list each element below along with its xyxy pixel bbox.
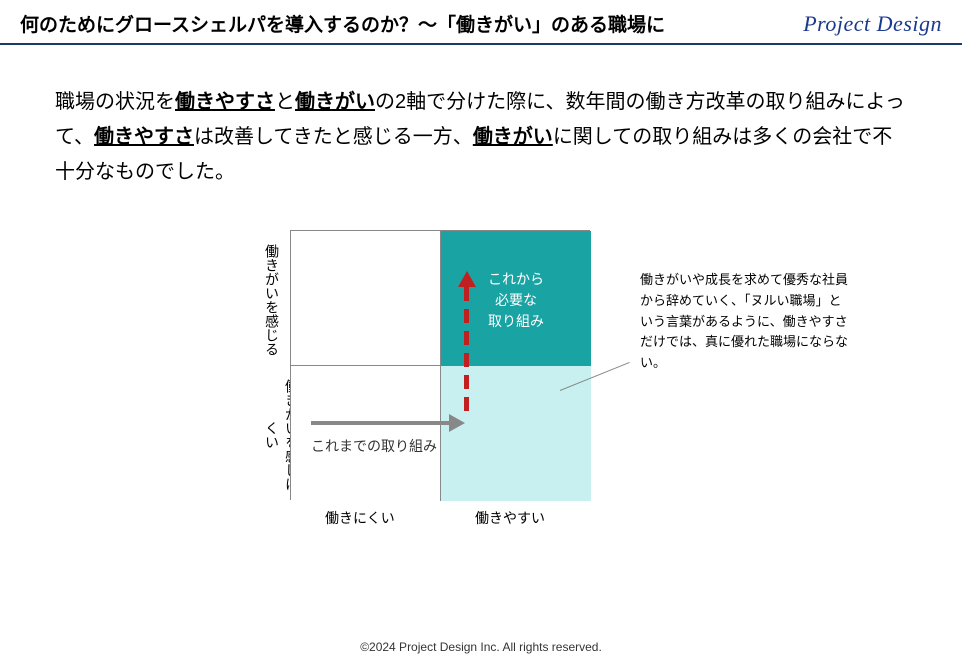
intro-underline: 働きやすさ	[175, 91, 275, 113]
vertical-arrow-seg	[464, 353, 469, 367]
intro-paragraph: 職場の状況を働きやすさと働きがいの2軸で分けた際に、数年間の働き方改革の取り組み…	[0, 45, 962, 210]
previous-effort-label: これまでの取り組み	[311, 436, 437, 456]
matrix-diagram: 働きがいを感じる 働きがいを感じにくい これから 必要な 取り組み これまでの取…	[0, 210, 962, 550]
tr-line: これから	[488, 271, 544, 287]
vertical-arrow-head-icon	[458, 271, 476, 287]
intro-underline: 働きがい	[473, 126, 553, 148]
cell-bottom-left	[291, 366, 441, 501]
horizontal-arrow	[311, 421, 451, 425]
page-title: 何のためにグロースシェルパを導入するのか？～「働きがい」のある職場に	[20, 10, 665, 37]
tr-line: 取り組み	[488, 313, 544, 329]
vertical-arrow-seg	[464, 375, 469, 389]
header: 何のためにグロースシェルパを導入するのか？～「働きがい」のある職場に Proje…	[0, 0, 962, 45]
intro-seg: と	[275, 91, 295, 113]
vertical-arrow-seg	[464, 309, 469, 323]
intro-seg: は改善してきたと感じる一方、	[194, 126, 473, 148]
callout-text: 働きがいや成長を求めて優秀な社員から辞めていく、「ヌルい職場」という言葉があるよ…	[640, 270, 850, 374]
matrix-grid: これから 必要な 取り組み これまでの取り組み	[290, 230, 590, 500]
intro-underline: 働きがい	[295, 91, 375, 113]
vertical-arrow-seg	[464, 331, 469, 345]
intro-underline: 働きやすさ	[94, 126, 194, 148]
cell-top-left	[291, 231, 441, 366]
vertical-arrow-seg	[464, 397, 469, 411]
y-axis-top-label: 働きがいを感じる	[262, 240, 282, 360]
intro-seg: 職場の状況を	[55, 91, 175, 113]
footer-copyright: ©2024 Project Design Inc. All rights res…	[0, 640, 962, 654]
x-axis-left-label: 働きにくい	[325, 508, 395, 528]
logo: Project Design	[803, 11, 942, 37]
tr-line: 必要な	[495, 292, 537, 308]
x-axis-right-label: 働きやすい	[475, 508, 545, 528]
vertical-arrow-seg	[464, 287, 469, 301]
